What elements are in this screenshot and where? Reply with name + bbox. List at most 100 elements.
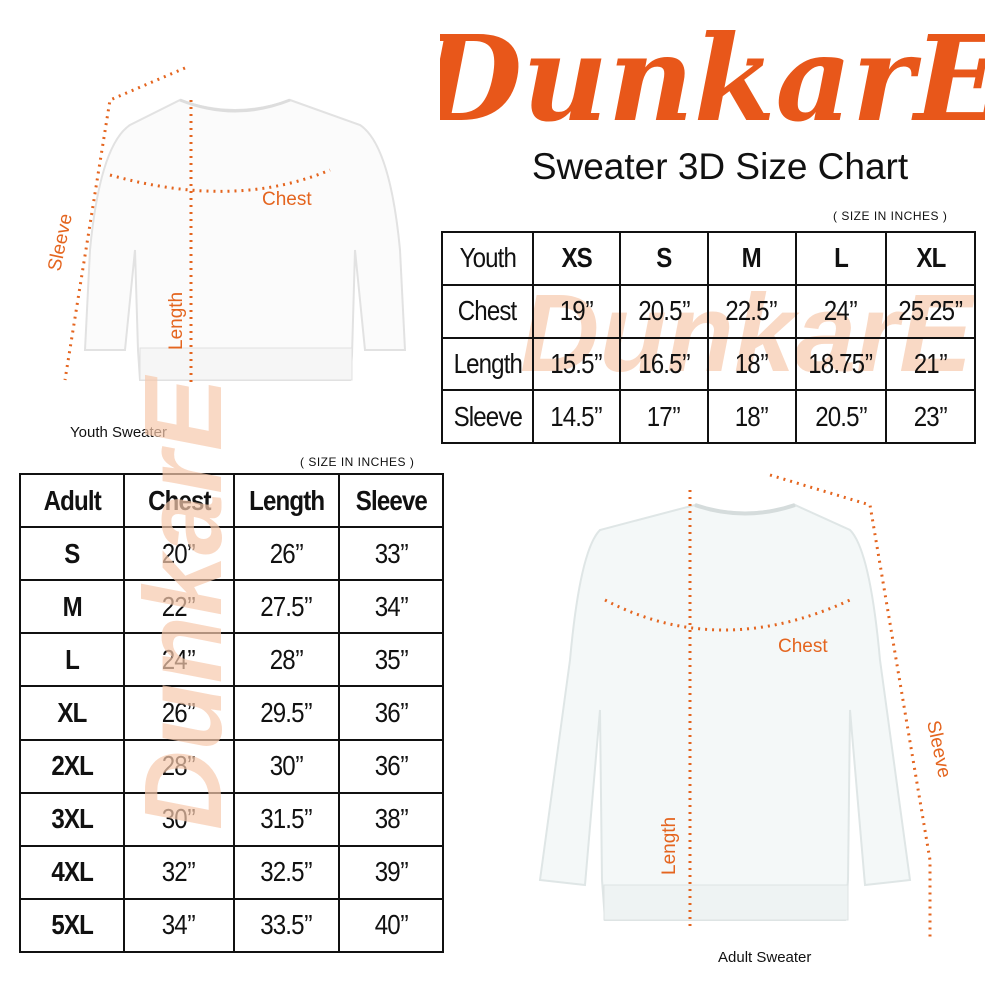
header-cell: Sleeve	[338, 472, 444, 529]
cell-text: 16.5’’	[637, 347, 691, 379]
header-cell: L	[794, 231, 888, 286]
value-cell: 24’’	[794, 283, 888, 339]
row-label-cell: 3XL	[18, 791, 126, 847]
value-cell: 27.5’’	[232, 579, 341, 635]
cell-text: 30’’	[269, 750, 304, 782]
cell-text: Length	[453, 347, 522, 379]
cell-text: XS	[561, 242, 592, 274]
cell-text: 4XL	[51, 856, 93, 888]
value-cell: 34’’	[123, 897, 235, 954]
adult-unit-note: ( SIZE IN INCHES )	[300, 455, 415, 469]
cell-text: 26’’	[269, 537, 304, 569]
header-cell: XS	[531, 231, 622, 286]
table-row: 4XL 32’’ 32.5’’ 39’’	[18, 844, 444, 900]
cell-text: 31.5’’	[260, 803, 314, 835]
cell-text: 18’’	[734, 347, 769, 379]
value-cell: 26’’	[123, 685, 235, 741]
cell-text: 34’’	[374, 590, 409, 622]
row-label-cell: M	[18, 579, 126, 635]
cell-text: XL	[916, 242, 946, 274]
table-row: 5XL 34’’ 33.5’’ 40’’	[18, 897, 444, 954]
cell-text: 18.75’’	[808, 347, 874, 379]
value-cell: 28’’	[232, 632, 341, 688]
value-cell: 40’’	[338, 897, 444, 954]
adult-size-table: Adult Chest Length Sleeve S 20’’ 26’’ 33’’ M 22’’…	[18, 472, 444, 954]
header-cell: Chest	[123, 472, 235, 529]
header-cell: S	[619, 231, 709, 286]
value-cell: 26’’	[232, 526, 341, 582]
cell-text: 14.5’’	[550, 400, 604, 432]
cell-text: S	[656, 242, 672, 274]
cell-text: 21’’	[913, 347, 948, 379]
adult-length-label: Length	[659, 817, 680, 875]
value-cell: 20.5’’	[619, 283, 709, 339]
row-label-cell: 5XL	[18, 897, 126, 954]
value-cell: 30’’	[232, 738, 341, 794]
cell-text: 22’’	[162, 590, 196, 622]
cell-text: 26’’	[162, 696, 196, 728]
table-row: 2XL 28’’ 30’’ 36’’	[18, 738, 444, 794]
youth-length-label: Length	[166, 292, 187, 350]
cell-text: 24’’	[162, 643, 196, 675]
adult-chest-label: Chest	[778, 636, 828, 657]
value-cell: 39’’	[338, 844, 444, 900]
value-cell: 24’’	[123, 632, 235, 688]
cell-text: Length	[248, 484, 325, 516]
row-label-cell: 4XL	[18, 844, 126, 900]
value-cell: 32’’	[123, 844, 235, 900]
row-label-cell: S	[18, 526, 126, 582]
table-row: XL 26’’ 29.5’’ 36’’	[18, 685, 444, 741]
cell-text: 2XL	[51, 750, 93, 782]
youth-sleeve-label: Sleeve	[44, 212, 77, 273]
value-cell: 33’’	[338, 526, 444, 582]
cell-text: 29.5’’	[260, 696, 314, 728]
cell-text: 24’’	[824, 295, 858, 327]
row-label-cell: Length	[441, 336, 534, 392]
value-cell: 36’’	[338, 738, 444, 794]
adult-sweater-caption: Adult Sweater	[718, 949, 812, 966]
cell-text: 32.5’’	[260, 856, 314, 888]
value-cell: 23’’	[885, 389, 976, 444]
cell-text: 5XL	[51, 909, 93, 941]
value-cell: 25.25’’	[885, 283, 976, 339]
cell-text: Adult	[43, 484, 102, 516]
cell-text: 20’’	[162, 537, 196, 569]
table-row: M 22’’ 27.5’’ 34’’	[18, 579, 444, 635]
cell-text: Sleeve	[355, 484, 428, 516]
cell-text: L	[65, 643, 80, 675]
cell-text: 33.5’’	[260, 909, 314, 941]
row-label-cell: XL	[18, 685, 126, 741]
value-cell: 20.5’’	[794, 389, 888, 444]
table-row: 3XL 30’’ 31.5’’ 38’’	[18, 791, 444, 847]
youth-size-table: Youth XS S M L XL Chest 19’’ 20.5’’ 22.5’’ 24’’ 25.…	[441, 231, 976, 444]
value-cell: 20’’	[123, 526, 235, 582]
youth-sweater-caption: Youth Sweater	[70, 424, 168, 441]
cell-text: 22.5’’	[725, 295, 779, 327]
header-cell: XL	[885, 231, 976, 286]
table-row: Sleeve 14.5’’ 17’’ 18’’ 20.5’’ 23’’	[441, 389, 976, 444]
cell-text: 20.5’’	[814, 400, 868, 432]
youth-sweater-illustration: Chest Length Sleeve	[44, 66, 407, 385]
cell-text: 23’’	[913, 400, 948, 432]
header-cell: Youth	[441, 231, 534, 286]
value-cell: 14.5’’	[531, 389, 622, 444]
cell-text: 33’’	[374, 537, 409, 569]
header-cell: M	[706, 231, 797, 286]
row-label-cell: L	[18, 632, 126, 688]
cell-text: 38’’	[374, 803, 409, 835]
cell-text: 32’’	[162, 856, 196, 888]
cell-text: 30’’	[162, 803, 196, 835]
value-cell: 34’’	[338, 579, 444, 635]
header-cell: Length	[232, 472, 341, 529]
value-cell: 22.5’’	[706, 283, 797, 339]
cell-text: 35’’	[374, 643, 409, 675]
adult-sleeve-label: Sleeve	[922, 719, 955, 780]
cell-text: 18’’	[734, 400, 769, 432]
cell-text: Chest	[458, 295, 517, 327]
cell-text: 28’’	[269, 643, 304, 675]
adult-sweater-illustration: Chest Length Sleeve	[538, 473, 955, 940]
row-label-cell: Chest	[441, 283, 534, 339]
value-cell: 31.5’’	[232, 791, 341, 847]
value-cell: 28’’	[123, 738, 235, 794]
table-header-row: Youth XS S M L XL	[441, 231, 976, 286]
